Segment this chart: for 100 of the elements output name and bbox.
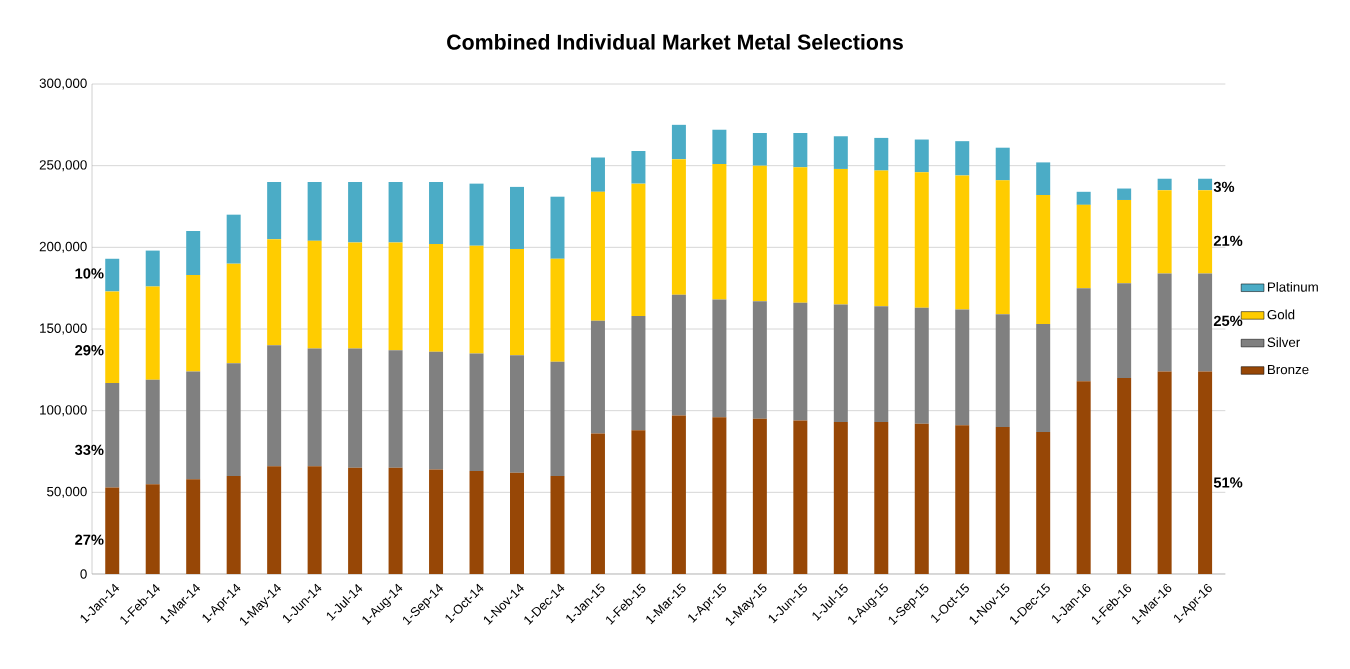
bar xyxy=(914,423,929,574)
bar xyxy=(1076,191,1091,205)
bar xyxy=(1117,378,1132,574)
bar xyxy=(348,467,363,574)
bar xyxy=(752,133,767,166)
bar xyxy=(186,231,201,276)
bar xyxy=(793,133,808,168)
bar xyxy=(712,164,727,300)
bar xyxy=(833,304,848,423)
bar xyxy=(550,361,565,476)
annotation: 10% xyxy=(75,268,104,279)
bar xyxy=(712,417,727,574)
bar xyxy=(914,307,929,424)
bar xyxy=(550,258,565,362)
bar xyxy=(1036,431,1051,574)
bar xyxy=(226,263,241,364)
bar xyxy=(1198,371,1213,574)
bar xyxy=(1157,190,1172,274)
bar xyxy=(752,418,767,574)
bar xyxy=(631,430,646,574)
y-tick-label: 50,000 xyxy=(47,486,87,498)
bar xyxy=(874,137,889,171)
bar xyxy=(429,351,444,470)
legend-label: Platinum xyxy=(1267,281,1318,292)
annotation: 33% xyxy=(74,444,104,456)
bar xyxy=(1076,381,1091,574)
bar xyxy=(955,309,970,426)
y-tick-label: 300,000 xyxy=(39,78,87,90)
bar xyxy=(1157,273,1172,372)
bar xyxy=(1157,178,1172,191)
bar xyxy=(874,422,889,574)
bar xyxy=(995,314,1010,427)
bar xyxy=(833,168,848,305)
bar xyxy=(590,320,605,434)
bar xyxy=(307,240,322,349)
bar xyxy=(388,467,403,574)
legend-label: Silver xyxy=(1267,337,1301,348)
bar xyxy=(550,196,565,259)
bar xyxy=(105,258,120,292)
bar xyxy=(388,182,403,243)
bar xyxy=(712,299,727,418)
bar xyxy=(186,275,201,372)
bar xyxy=(348,182,363,243)
annotation: 21% xyxy=(1213,235,1243,246)
bar xyxy=(1198,190,1213,274)
bar xyxy=(186,479,201,574)
bar xyxy=(671,294,686,416)
bar xyxy=(267,239,282,346)
bar xyxy=(510,472,524,574)
bar xyxy=(145,379,160,485)
bar xyxy=(631,150,646,184)
bar xyxy=(752,301,767,419)
bar xyxy=(429,469,444,574)
bar xyxy=(267,345,282,467)
bar xyxy=(914,139,929,173)
annotation: 27% xyxy=(75,534,104,545)
bar xyxy=(388,350,403,468)
bar xyxy=(469,183,484,246)
legend-label: Gold xyxy=(1267,309,1295,320)
bar xyxy=(833,422,848,574)
bar xyxy=(671,159,686,295)
annotation: 3% xyxy=(1213,181,1235,193)
bar xyxy=(1076,288,1091,382)
bar xyxy=(105,382,120,488)
bar xyxy=(995,427,1010,574)
bar xyxy=(348,242,363,349)
bar xyxy=(105,291,120,383)
y-tick-label: 100,000 xyxy=(40,405,87,417)
bar xyxy=(1036,195,1051,325)
bar xyxy=(631,183,646,316)
bar xyxy=(793,420,808,574)
bar xyxy=(1198,273,1213,372)
y-tick-label: 200,000 xyxy=(39,241,87,253)
bar xyxy=(145,286,160,380)
bar xyxy=(955,141,970,176)
annotation: 29% xyxy=(75,345,104,356)
bar xyxy=(1036,324,1051,432)
y-tick-label: 150,000 xyxy=(40,323,87,335)
bar xyxy=(307,466,322,574)
bar xyxy=(267,466,282,574)
y-tick-label: 0 xyxy=(80,569,87,579)
bar xyxy=(429,244,444,352)
bar xyxy=(1117,283,1132,378)
bar xyxy=(105,487,120,574)
annotation: 25% xyxy=(1213,315,1243,327)
legend-label: Bronze xyxy=(1267,364,1309,375)
bar xyxy=(469,245,484,354)
bar xyxy=(267,182,282,240)
bar xyxy=(226,214,241,264)
bar xyxy=(874,170,889,307)
bar xyxy=(590,433,605,574)
bar xyxy=(550,476,565,574)
bar xyxy=(995,147,1010,181)
bar xyxy=(955,425,970,574)
bar xyxy=(793,167,808,303)
chart-title: Combined Individual Market Metal Selections xyxy=(447,34,903,50)
bar xyxy=(590,191,605,321)
bar xyxy=(914,172,929,308)
bar xyxy=(145,250,160,287)
bar xyxy=(671,415,686,574)
